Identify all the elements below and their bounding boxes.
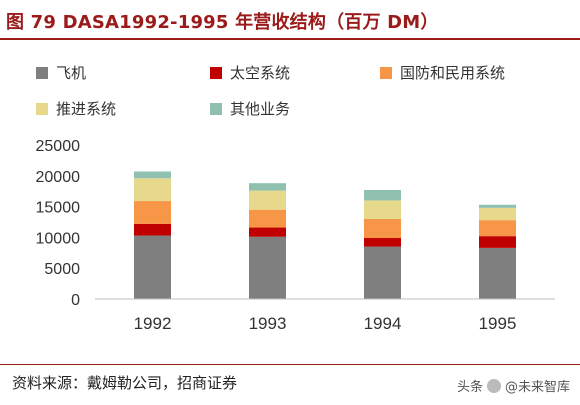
bar-segment-1993-4 — [249, 183, 286, 191]
bar-segment-1992-2 — [134, 201, 171, 224]
x-tick-label: 1995 — [479, 314, 517, 333]
x-tick-label: 1994 — [364, 314, 402, 333]
bar-segment-1992-0 — [134, 235, 171, 299]
legend-swatch-aircraft — [36, 66, 48, 79]
y-tick-label: 25000 — [36, 138, 81, 155]
legend-swatch-propulsion — [36, 102, 48, 115]
legend-label-other: 其他业务 — [230, 100, 291, 118]
y-tick-label: 20000 — [36, 169, 81, 186]
bar-segment-1992-3 — [134, 178, 171, 202]
bar-segment-1994-1 — [364, 238, 401, 247]
y-tick-label: 10000 — [36, 230, 81, 247]
legend-swatch-defense — [380, 66, 392, 79]
bar-segment-1992-4 — [134, 171, 171, 179]
chart-title: 图 79 DASA1992-1995 年营收结构（百万 DM） — [6, 12, 439, 33]
bar-segment-1993-1 — [249, 227, 286, 237]
watermark-logo-icon — [486, 378, 501, 393]
bar-segment-1994-3 — [364, 200, 401, 219]
bar-segment-1994-2 — [364, 218, 401, 239]
x-tick-label: 1992 — [134, 314, 172, 333]
bar-segment-1994-0 — [364, 246, 401, 299]
y-tick-label: 15000 — [36, 200, 81, 217]
legend-label-propulsion: 推进系统 — [56, 100, 117, 118]
legend-label-space: 太空系统 — [230, 64, 291, 82]
legend-swatch-space — [210, 66, 222, 79]
bar-segment-1995-4 — [479, 204, 516, 208]
bar-segment-1995-0 — [479, 247, 516, 299]
bar-segment-1992-1 — [134, 223, 171, 236]
y-tick-label: 0 — [71, 292, 80, 309]
footer-divider — [0, 364, 580, 365]
legend-item-space: 太空系统 — [210, 62, 290, 83]
watermark-prefix: 头条 — [456, 380, 483, 395]
x-tick-label: 1993 — [249, 314, 287, 333]
legend: 飞机 太空系统 国防和民用系统 推进系统 其他业务 — [0, 0, 580, 130]
bar-segment-1993-0 — [249, 236, 286, 299]
watermark-handle: @未来智库 — [504, 380, 570, 395]
bar-segment-1994-4 — [364, 189, 401, 201]
bar-segment-1993-3 — [249, 190, 286, 210]
legend-item-propulsion: 推进系统 — [36, 98, 116, 119]
bar-segment-1995-2 — [479, 220, 516, 237]
bar-segment-1995-3 — [479, 207, 516, 221]
legend-label-aircraft: 飞机 — [56, 64, 87, 82]
legend-swatch-other — [210, 102, 222, 115]
legend-item-other: 其他业务 — [210, 98, 290, 119]
y-tick-label: 5000 — [44, 261, 80, 278]
legend-item-aircraft: 飞机 — [36, 62, 86, 83]
source-note: 资料来源：戴姆勒公司，招商证券 — [12, 374, 238, 392]
watermark: 头条 @未来智库 — [457, 376, 570, 395]
bar-segment-1995-1 — [479, 236, 516, 248]
bar-segment-1993-2 — [249, 209, 286, 228]
legend-item-defense: 国防和民用系统 — [380, 62, 505, 83]
legend-label-defense: 国防和民用系统 — [400, 64, 506, 82]
title-divider — [0, 38, 580, 40]
